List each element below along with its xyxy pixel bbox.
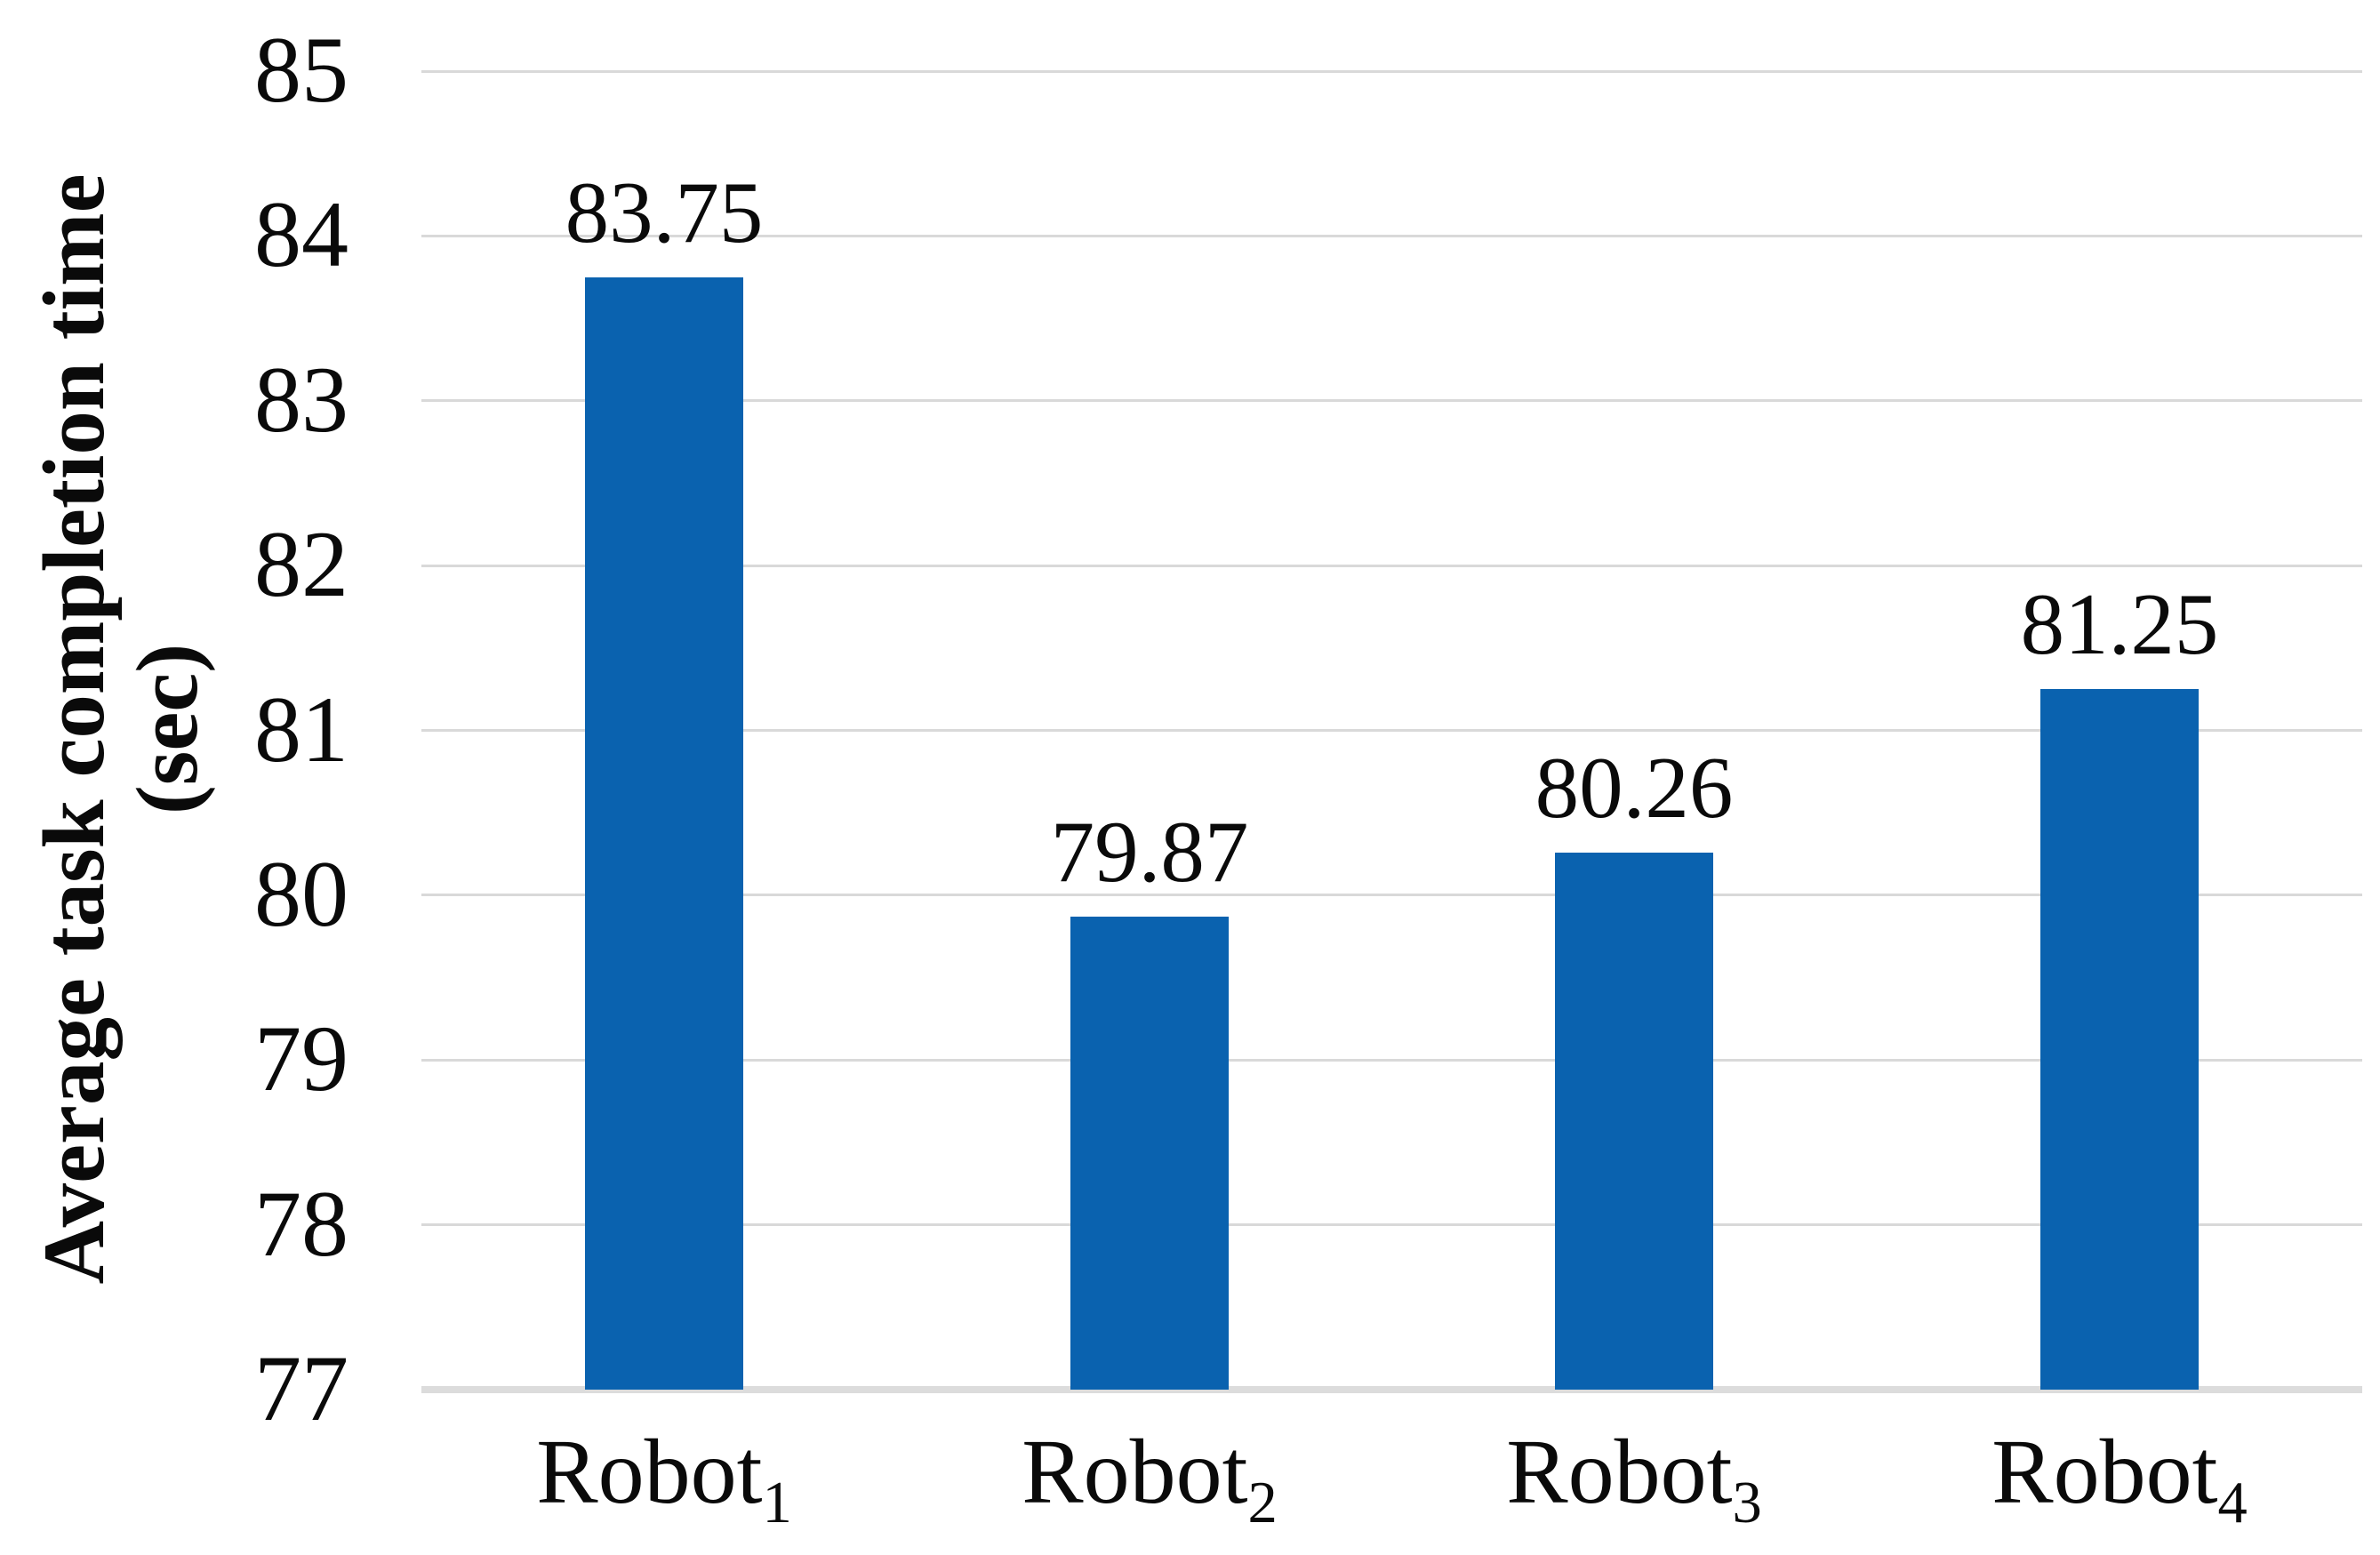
gridline (421, 399, 2362, 402)
bar-value-label: 80.26 (1535, 740, 1734, 837)
bar-robot1 (585, 277, 743, 1390)
bar-robot3 (1555, 853, 1713, 1390)
category-subscript: 4 (2217, 1470, 2248, 1535)
y-tick-label: 79 (254, 1006, 349, 1110)
gridline (421, 894, 2362, 896)
category-subscript: 1 (762, 1470, 792, 1535)
category-name: Robot (536, 1421, 763, 1523)
gridline (421, 235, 2362, 237)
category-name: Robot (1506, 1421, 1733, 1523)
x-category-label: Robot3 (1506, 1426, 1762, 1533)
bar-robot2 (1070, 917, 1229, 1390)
y-tick-label: 80 (254, 841, 349, 946)
y-tick-label: 84 (254, 181, 349, 286)
category-name: Robot (1991, 1421, 2218, 1523)
gridline (421, 565, 2362, 567)
bar-value-label: 81.25 (2020, 576, 2219, 673)
x-category-label: Robot2 (1022, 1426, 1278, 1533)
category-subscript: 2 (1247, 1470, 1278, 1535)
gridline (421, 70, 2362, 73)
bar-value-label: 79.87 (1050, 804, 1249, 901)
y-tick-label: 85 (254, 17, 349, 122)
y-tick-label: 77 (254, 1335, 349, 1440)
gridline (421, 1059, 2362, 1062)
y-tick-label: 78 (254, 1171, 349, 1276)
category-subscript: 3 (1732, 1470, 1762, 1535)
gridline (421, 1223, 2362, 1226)
x-category-label: Robot1 (536, 1426, 792, 1533)
bar-value-label: 83.75 (565, 164, 764, 261)
category-name: Robot (1022, 1421, 1248, 1523)
bar-robot4 (2040, 689, 2199, 1390)
x-axis-line (421, 1386, 2362, 1393)
y-tick-label: 83 (254, 347, 349, 452)
y-tick-label: 82 (254, 511, 349, 616)
gridline (421, 729, 2362, 732)
y-tick-label: 81 (254, 677, 349, 782)
x-category-label: Robot4 (1991, 1426, 2248, 1533)
